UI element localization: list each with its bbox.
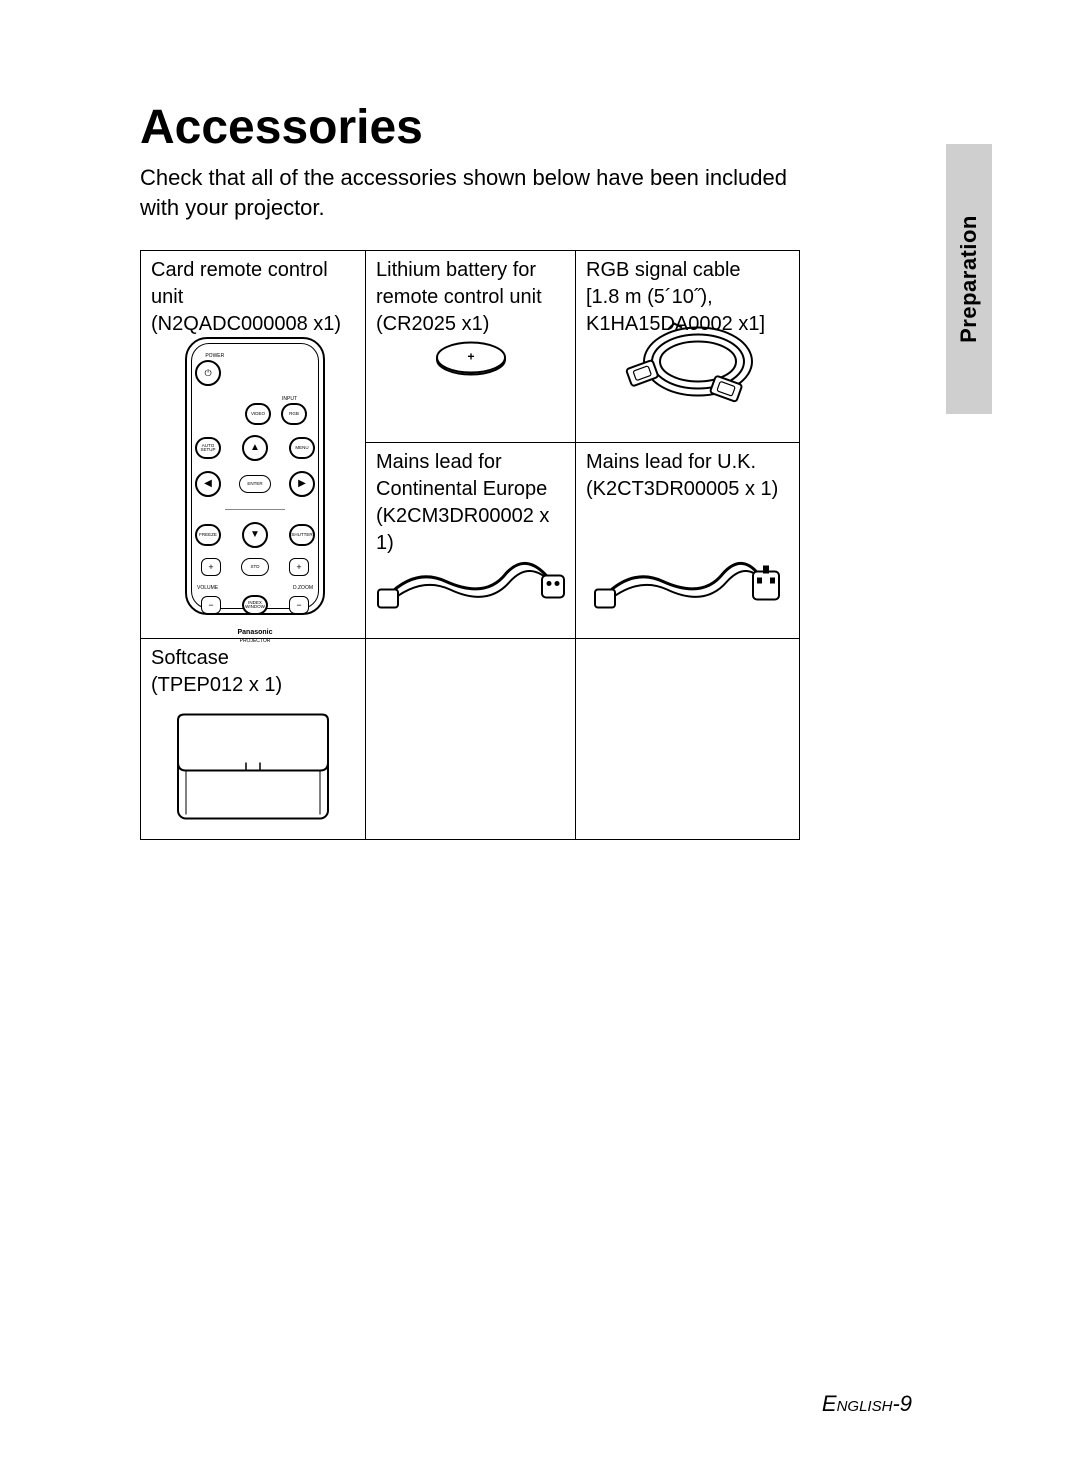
remote-label-input: INPUT (195, 396, 315, 402)
section-tab: Preparation (946, 144, 992, 414)
remote-power-button: ⏻ (195, 360, 221, 386)
cell-label-line: Mains lead for U.K. (586, 449, 789, 476)
remote-video-button: VIDEO (245, 403, 271, 425)
cell-label-line: Continental Europe (376, 476, 565, 503)
remote-minus-button: − (201, 596, 221, 614)
remote-plus-button: + (201, 558, 221, 576)
remote-up-button: ▲ (242, 435, 268, 461)
battery-icon: + (431, 338, 511, 387)
power-cord-uk-icon (593, 537, 783, 622)
intro-text: Check that all of the accessories shown … (140, 163, 800, 222)
remote-std-button: STD (241, 558, 269, 576)
remote-index-button: INDEX WINDOW (242, 595, 268, 615)
grid-row: Softcase (TPEP012 x 1) (141, 639, 799, 839)
cell-label-line: remote control unit (376, 284, 565, 311)
cell-empty (576, 639, 799, 839)
cell-col-b: Lithium battery for remote control unit … (366, 251, 576, 638)
page-footer: English-9 (822, 1391, 912, 1417)
cell-remote: Card remote control unit (N2QADC000008 x… (141, 251, 366, 638)
remote-shutter-button: SHUTTER (289, 524, 315, 546)
cell-softcase: Softcase (TPEP012 x 1) (141, 639, 366, 839)
cell-col-c: RGB signal cable [1.8 m (5´10˝), K1HA15D… (576, 251, 799, 638)
remote-plus-button: + (289, 558, 309, 576)
remote-auto-button: AUTO SETUP (195, 437, 221, 459)
cell-label-line: Mains lead for (376, 449, 565, 476)
cell-mains-uk: Mains lead for U.K. (K2CT3DR00005 x 1) (576, 443, 799, 638)
accessories-grid: Card remote control unit (N2QADC000008 x… (140, 250, 800, 840)
cell-mains-eu: Mains lead for Continental Europe (K2CM3… (366, 443, 575, 638)
remote-left-button: ◀ (195, 471, 221, 497)
remote-freeze-button: FREEZE (195, 524, 221, 546)
remote-label-power: POWER (195, 353, 235, 359)
cell-label-line: (N2QADC000008 x1) (151, 311, 355, 338)
cell-label-line: (K2CT3DR00005 x 1) (586, 476, 789, 503)
cell-label-line: Softcase (151, 645, 355, 672)
remote-menu-button: MENU (289, 437, 315, 459)
remote-enter-button: ENTER (239, 475, 271, 493)
power-cord-eu-icon (376, 537, 566, 622)
remote-label-dzoom: D.ZOOM (293, 586, 313, 591)
softcase-icon (168, 707, 338, 832)
page-title: Accessories (140, 100, 980, 155)
cell-label-line: Card remote control unit (151, 257, 355, 311)
remote-down-button: ▼ (242, 522, 268, 548)
cell-label-line: RGB signal cable (586, 257, 789, 284)
section-tab-label: Preparation (956, 215, 982, 343)
cell-label-line: [1.8 m (5´10˝), (586, 284, 789, 311)
remote-right-button: ▶ (289, 471, 315, 497)
cell-label-line: Lithium battery for (376, 257, 565, 284)
footer-lang: English (822, 1391, 893, 1416)
cell-rgb: RGB signal cable [1.8 m (5´10˝), K1HA15D… (576, 251, 799, 443)
remote-illustration: POWER ⏻ INPUT VIDEO RGB (185, 337, 325, 615)
remote-label-volume: VOLUME (197, 586, 218, 591)
remote-minus-button: − (289, 596, 309, 614)
cell-battery: Lithium battery for remote control unit … (366, 251, 575, 443)
remote-rgb-button: RGB (281, 403, 307, 425)
svg-text:+: + (467, 350, 474, 364)
rgb-cable-icon (608, 313, 768, 418)
remote-brand: Panasonic (237, 629, 272, 636)
cell-empty (366, 639, 576, 839)
cell-label-line: (TPEP012 x 1) (151, 672, 355, 699)
cell-label-line: (CR2025 x1) (376, 311, 565, 338)
footer-page: -9 (892, 1391, 912, 1416)
grid-row: Card remote control unit (N2QADC000008 x… (141, 251, 799, 639)
